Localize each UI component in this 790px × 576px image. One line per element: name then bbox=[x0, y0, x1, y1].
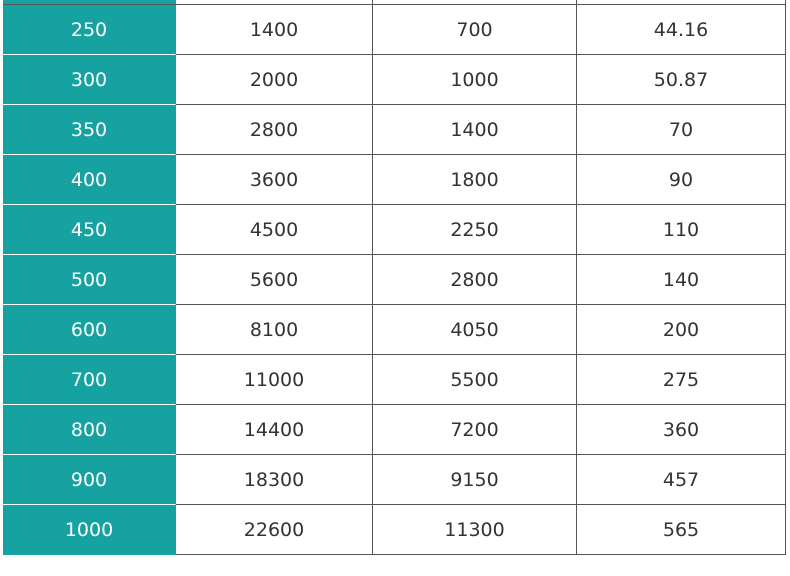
column-edge bbox=[176, 0, 373, 5]
column-edge bbox=[3, 0, 176, 5]
table-cell: 275 bbox=[577, 355, 786, 405]
table-cell: 44.16 bbox=[577, 5, 786, 55]
table-cell: 18300 bbox=[176, 455, 373, 505]
table-cell: 360 bbox=[577, 405, 786, 455]
table-cell: 22600 bbox=[176, 505, 373, 555]
table-cell: 9150 bbox=[373, 455, 577, 505]
table-cell: 200 bbox=[577, 305, 786, 355]
column-edge bbox=[577, 0, 786, 5]
table-cell: 8100 bbox=[176, 305, 373, 355]
table-cell: 5500 bbox=[373, 355, 577, 405]
table-top-edge bbox=[3, 0, 786, 5]
table-cell: 1000 bbox=[373, 55, 577, 105]
column-edge bbox=[373, 0, 577, 5]
table-cell: 2800 bbox=[373, 255, 577, 305]
table-cell: 4050 bbox=[373, 305, 577, 355]
table-cell: 1400 bbox=[176, 5, 373, 55]
row-header-cell: 500 bbox=[3, 255, 176, 305]
table-cell: 3600 bbox=[176, 155, 373, 205]
table-cell: 1800 bbox=[373, 155, 577, 205]
row-header-cell: 600 bbox=[3, 305, 176, 355]
table-cell: 70 bbox=[577, 105, 786, 155]
table-cell: 50.87 bbox=[577, 55, 786, 105]
row-header-cell: 250 bbox=[3, 5, 176, 55]
table-cell: 90 bbox=[577, 155, 786, 205]
table-cell: 14400 bbox=[176, 405, 373, 455]
row-header-cell: 350 bbox=[3, 105, 176, 155]
row-header-cell: 700 bbox=[3, 355, 176, 405]
row-header-cell: 400 bbox=[3, 155, 176, 205]
table: 250 1400 700 44.16 300 2000 1000 50.87 350 2800 14… bbox=[3, 4, 786, 555]
table-cell: 2800 bbox=[176, 105, 373, 155]
row-header-cell: 450 bbox=[3, 205, 176, 255]
table-cell: 457 bbox=[577, 455, 786, 505]
row-header-cell: 1000 bbox=[3, 505, 176, 555]
table-cell: 4500 bbox=[176, 205, 373, 255]
table-cell: 2250 bbox=[373, 205, 577, 255]
table-cell: 565 bbox=[577, 505, 786, 555]
table-cell: 140 bbox=[577, 255, 786, 305]
table-cell: 5600 bbox=[176, 255, 373, 305]
table-cell: 11000 bbox=[176, 355, 373, 405]
table-cell: 1400 bbox=[373, 105, 577, 155]
row-header-cell: 300 bbox=[3, 55, 176, 105]
row-header-cell: 800 bbox=[3, 405, 176, 455]
table-cell: 2000 bbox=[176, 55, 373, 105]
table-cell: 11300 bbox=[373, 505, 577, 555]
row-header-cell: 900 bbox=[3, 455, 176, 505]
table-cell: 110 bbox=[577, 205, 786, 255]
table-cell: 700 bbox=[373, 5, 577, 55]
table-cell: 7200 bbox=[373, 405, 577, 455]
